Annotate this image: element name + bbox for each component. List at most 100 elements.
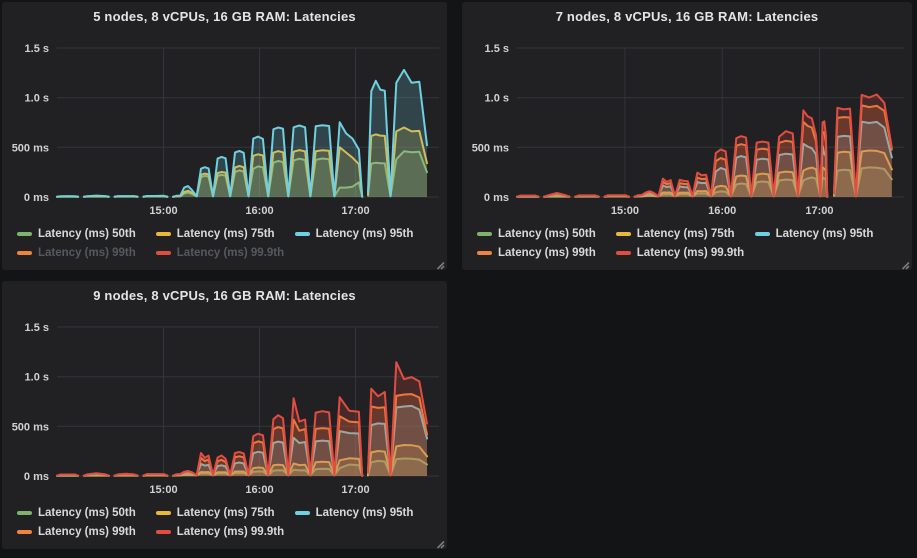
series-line-p999: [172, 396, 364, 477]
resize-grip-icon: [436, 540, 445, 549]
y-axis-tick-label: 0 ms: [24, 471, 49, 483]
panel-latencies-5-nodes: 0 ms 500 ms 1.0 s 1.5 s 15:00 16:00 17:00 5 no…: [2, 2, 447, 270]
series-area-p95: [368, 405, 427, 476]
legend-row: Latency (ms) 50th Latency (ms) 75th Latenc…: [17, 505, 413, 521]
series-line-p95: [56, 195, 80, 198]
x-axis-tick-label: 17:00: [341, 205, 369, 217]
legend-row: Latency (ms) 50th Latency (ms) 75th Latenc…: [477, 226, 873, 242]
series-line-p95: [82, 194, 110, 198]
series-color-swatch: [155, 251, 171, 255]
series-line-p999: [56, 473, 80, 477]
legend-row: Latency (ms) 50th Latency (ms) 75th Latenc…: [17, 226, 413, 242]
series-area-p75: [368, 445, 427, 476]
series-line-p999: [516, 194, 540, 198]
x-axis-tick-label: 15:00: [149, 205, 177, 217]
latency-graph[interactable]: 0 ms 500 ms 1.0 s 1.5 s 15:00 16:00 17:00: [2, 2, 447, 270]
y-axis-tick-label: 0 ms: [24, 192, 49, 204]
series-color-swatch: [17, 511, 32, 515]
legend-item-p50[interactable]: Latency (ms) 50th: [477, 226, 596, 242]
graph-legend: Latency (ms) 50th Latency (ms) 75th Latenc…: [17, 505, 413, 540]
legend-item-p95[interactable]: Latency (ms) 95th: [754, 226, 874, 242]
legend-item-p75[interactable]: Latency (ms) 75th: [615, 226, 735, 242]
panel-title[interactable]: 5 nodes, 8 vCPUs, 16 GB RAM: Latencies: [93, 9, 356, 24]
series-area-p999: [634, 110, 828, 197]
legend-label: Latency (ms) 50th: [498, 228, 596, 240]
series-line-p999: [142, 473, 169, 477]
series-color-swatch: [754, 232, 770, 236]
y-axis-tick-label: 500 ms: [472, 142, 509, 154]
series-area-p999: [83, 473, 109, 476]
legend-label: Latency (ms) 75th: [636, 228, 735, 240]
legend-item-p75[interactable]: Latency (ms) 75th: [155, 505, 275, 521]
legend-item-p999[interactable]: Latency (ms) 99.9th: [615, 245, 744, 261]
series-area-p50: [834, 167, 892, 197]
legend-row: Latency (ms) 99th Latency (ms) 99.9th: [477, 245, 873, 261]
legend-item-p50[interactable]: Latency (ms) 50th: [17, 505, 136, 521]
series-line-p999: [833, 93, 893, 198]
series-color-swatch: [17, 232, 32, 236]
legend-label: Latency (ms) 99th: [38, 247, 136, 259]
series-area-p75: [368, 127, 427, 197]
panel-title[interactable]: 7 nodes, 8 vCPUs, 16 GB RAM: Latencies: [555, 9, 819, 24]
series-area-p99: [634, 121, 828, 197]
legend-item-p99[interactable]: Latency (ms) 99th: [17, 245, 136, 261]
series-line-p50: [367, 457, 428, 477]
series-color-swatch: [17, 251, 32, 255]
series-color-swatch: [477, 251, 492, 255]
series-line-p95: [367, 68, 428, 198]
y-axis-tick-label: 1.5 s: [485, 43, 509, 55]
legend-label: Latency (ms) 75th: [176, 228, 275, 240]
panel-resize-handle[interactable]: [434, 257, 445, 270]
legend-item-p95[interactable]: Latency (ms) 95th: [294, 505, 414, 521]
x-axis-tick-label: 17:00: [805, 205, 833, 217]
resize-grip-icon: [901, 261, 910, 270]
panel-title[interactable]: 9 nodes, 8 vCPUs, 16 GB RAM: Latencies: [93, 288, 356, 303]
series-line-p50: [833, 166, 893, 198]
series-area-p50: [173, 464, 363, 476]
y-axis-tick-label: 0 ms: [484, 192, 509, 204]
legend-row: Latency (ms) 99th Latency (ms) 99.9th: [17, 524, 413, 540]
series-line-p999: [113, 472, 139, 477]
x-axis-tick-label: 15:00: [611, 205, 639, 217]
legend-item-p50[interactable]: Latency (ms) 50th: [17, 226, 136, 242]
series-area-p95: [368, 69, 427, 197]
legend-item-p75[interactable]: Latency (ms) 75th: [155, 226, 275, 242]
series-line-p95: [142, 194, 169, 198]
series-line-p999: [543, 192, 571, 198]
series-line-p999: [82, 472, 110, 477]
legend-item-p999[interactable]: Latency (ms) 99.9th: [155, 245, 284, 261]
latency-graph[interactable]: 0 ms 500 ms 1.0 s 1.5 s 15:00 16:00 17:00: [462, 2, 912, 270]
series-area-p95: [834, 121, 892, 197]
legend-label: Latency (ms) 75th: [176, 507, 275, 519]
legend-label: Latency (ms) 50th: [38, 228, 136, 240]
legend-item-p99[interactable]: Latency (ms) 99th: [477, 245, 596, 261]
series-color-swatch: [294, 511, 310, 515]
series-line-p75: [833, 149, 893, 198]
panel-latencies-9-nodes: 0 ms 500 ms 1.0 s 1.5 s 15:00 16:00 17:00 9 no…: [2, 281, 447, 549]
series-color-swatch: [294, 232, 310, 236]
latency-graph[interactable]: 0 ms 500 ms 1.0 s 1.5 s 15:00 16:00 17:00: [2, 281, 447, 549]
legend-label: Latency (ms) 95th: [775, 228, 874, 240]
legend-item-p95[interactable]: Latency (ms) 95th: [294, 226, 413, 242]
panel-resize-handle[interactable]: [899, 257, 910, 270]
graph-legend: Latency (ms) 50th Latency (ms) 75th Latenc…: [17, 226, 413, 261]
series-line-p999: [367, 361, 428, 477]
y-axis-tick-label: 1.0 s: [25, 93, 49, 105]
series-area-p75: [173, 458, 363, 476]
legend-label: Latency (ms) 99.9th: [176, 526, 285, 538]
series-color-swatch: [155, 530, 171, 534]
series-area-p999: [544, 193, 570, 197]
series-area-p50: [368, 151, 427, 197]
x-axis-tick-label: 17:00: [341, 484, 369, 496]
panel-resize-handle[interactable]: [434, 536, 445, 549]
legend-item-p999[interactable]: Latency (ms) 99.9th: [155, 524, 285, 540]
series-line-p999: [574, 194, 600, 198]
series-area-p99: [834, 105, 892, 197]
legend-label: Latency (ms) 95th: [315, 507, 414, 519]
y-axis-tick-label: 1.0 s: [25, 372, 49, 384]
y-axis-tick-label: 500 ms: [12, 421, 49, 433]
series-line-p75: [367, 444, 428, 477]
legend-item-p99[interactable]: Latency (ms) 99th: [17, 524, 136, 540]
series-area-p99: [368, 394, 427, 476]
series-color-swatch: [477, 232, 492, 236]
